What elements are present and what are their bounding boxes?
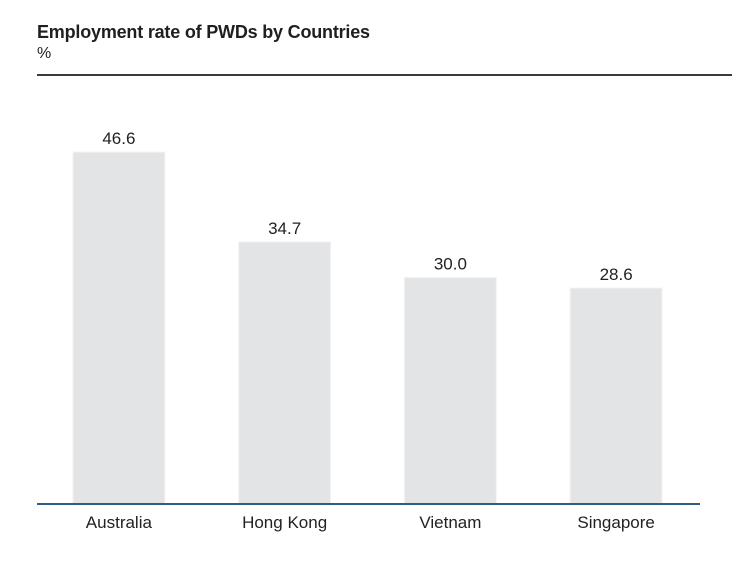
data-label-hong-kong: 34.7: [268, 219, 301, 238]
chart-title: Employment rate of PWDs by Countries: [37, 22, 370, 42]
data-label-vietnam: 30.0: [434, 254, 467, 273]
x-tick-label-australia: Australia: [86, 513, 153, 532]
bars-group: [72, 151, 663, 505]
data-labels-group: 46.6 34.7 30.0 28.6: [102, 129, 632, 284]
x-tick-label-vietnam: Vietnam: [419, 513, 481, 532]
title-rule: [37, 74, 732, 76]
bar-australia: [72, 151, 166, 505]
x-tick-labels-group: Australia Hong Kong Vietnam Singapore: [86, 513, 655, 532]
data-label-australia: 46.6: [102, 129, 135, 148]
bar-singapore: [569, 287, 663, 505]
chart-unit: %: [37, 45, 52, 62]
data-label-singapore: 28.6: [600, 265, 633, 284]
bar-hong-kong: [238, 241, 332, 505]
x-tick-label-hong-kong: Hong Kong: [242, 513, 327, 532]
bar-vietnam: [403, 276, 497, 505]
x-tick-label-singapore: Singapore: [577, 513, 655, 532]
